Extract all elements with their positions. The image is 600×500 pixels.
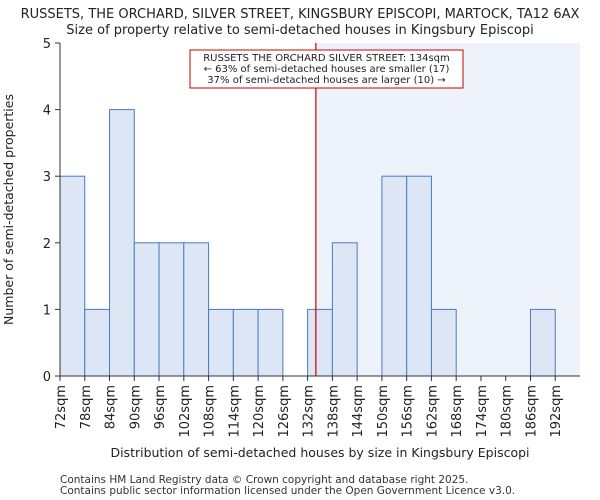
x-tick-label: 102sqm (178, 385, 193, 438)
histogram-bar (307, 308, 333, 377)
x-tick-label: 132sqm (302, 385, 317, 438)
x-tick-label: 78sqm (79, 385, 94, 429)
histogram-bar (406, 175, 432, 377)
y-tick-label: 1 (43, 303, 51, 318)
y-axis-label: Number of semi-detached properties (1, 94, 16, 325)
footer-licence: Contains public sector information licen… (60, 485, 516, 497)
histogram-bar (381, 175, 408, 377)
histogram-bar (158, 242, 185, 377)
histogram-bar (208, 308, 234, 377)
x-tick-label: 150sqm (376, 385, 391, 438)
y-tick-label: 2 (43, 237, 51, 252)
y-tick-label: 4 (43, 104, 51, 119)
x-tick-label: 126sqm (277, 385, 292, 438)
x-tick-label: 156sqm (401, 385, 416, 438)
x-tick-label: 90sqm (128, 385, 143, 429)
histogram-bar (59, 175, 86, 377)
annotation-larger: 37% of semi-detached houses are larger (… (207, 75, 445, 86)
annotation-smaller: ← 63% of semi-detached houses are smalle… (204, 64, 450, 75)
histogram-bar (430, 308, 457, 377)
x-tick-label: 168sqm (450, 385, 465, 438)
x-tick-label: 120sqm (252, 385, 267, 438)
y-tick-label: 3 (43, 170, 51, 185)
annotation-box (189, 49, 464, 89)
y-tick-label: 5 (43, 37, 51, 52)
x-tick-label: 72sqm (54, 385, 69, 429)
x-tick-label: 84sqm (104, 385, 119, 429)
histogram-bar (183, 242, 210, 377)
x-tick-label: 96sqm (153, 385, 168, 429)
annotation-title: RUSSETS THE ORCHARD SILVER STREET: 134sq… (203, 53, 450, 64)
x-tick-label: 192sqm (549, 385, 564, 438)
x-axis-label: Distribution of semi-detached houses by … (110, 445, 529, 460)
chart-title: RUSSETS, THE ORCHARD, SILVER STREET, KIN… (20, 7, 580, 22)
x-tick-label: 144sqm (351, 385, 366, 438)
histogram-bar (257, 308, 284, 377)
x-tick-label: 186sqm (524, 385, 539, 438)
x-tick-label: 180sqm (500, 385, 515, 438)
histogram-bar (84, 308, 111, 377)
x-tick-label: 114sqm (227, 385, 242, 438)
histogram-bar (109, 109, 135, 377)
x-tick-label: 108sqm (203, 385, 218, 438)
footer-copyright: Contains HM Land Registry data © Crown c… (60, 474, 469, 486)
y-tick-label: 0 (43, 370, 51, 385)
histogram-bar (529, 308, 556, 377)
histogram-bar (232, 308, 259, 377)
histogram-bar (331, 242, 358, 377)
x-tick-label: 174sqm (475, 385, 490, 438)
histogram-bar (133, 242, 160, 377)
x-tick-label: 162sqm (425, 385, 440, 438)
x-tick-label: 138sqm (326, 385, 341, 438)
chart-subtitle: Size of property relative to semi-detach… (66, 23, 534, 38)
